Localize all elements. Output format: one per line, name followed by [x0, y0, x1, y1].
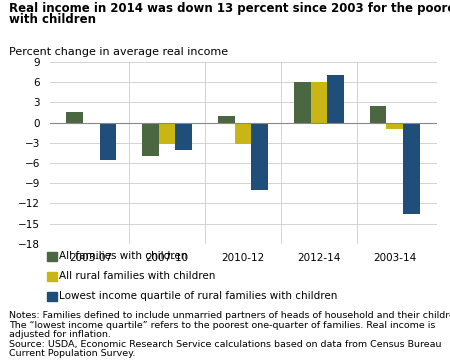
Bar — [294, 82, 310, 123]
Bar — [310, 82, 327, 123]
Bar — [83, 123, 99, 124]
Text: Current Population Survey.: Current Population Survey. — [9, 349, 135, 358]
Bar — [327, 75, 344, 123]
Text: Lowest income quartile of rural families with children: Lowest income quartile of rural families… — [59, 291, 338, 301]
Text: adjusted for inflation.: adjusted for inflation. — [9, 330, 111, 339]
Text: Source: USDA, Economic Research Service calculations based on data from Census B: Source: USDA, Economic Research Service … — [9, 340, 441, 349]
Text: Percent change in average real income: Percent change in average real income — [9, 47, 228, 57]
Bar — [99, 123, 116, 160]
Bar — [218, 116, 234, 123]
Bar — [252, 123, 268, 190]
Text: The “lowest income quartile” refers to the poorest one-quarter of families. Real: The “lowest income quartile” refers to t… — [9, 321, 436, 330]
Text: Real income in 2014 was down 13 percent since 2003 for the poorest rural familie: Real income in 2014 was down 13 percent … — [9, 2, 450, 15]
Bar — [387, 123, 403, 129]
Bar — [142, 123, 159, 156]
Bar — [66, 112, 83, 123]
Bar — [370, 106, 387, 123]
Bar — [403, 123, 420, 214]
Bar — [176, 123, 192, 150]
Text: Notes: Families defined to include unmarried partners of heads of household and : Notes: Families defined to include unmar… — [9, 311, 450, 320]
Bar — [234, 123, 252, 144]
Text: All rural families with children: All rural families with children — [59, 271, 216, 281]
Bar — [159, 123, 176, 144]
Text: with children: with children — [9, 13, 96, 26]
Text: All families with children: All families with children — [59, 251, 188, 261]
